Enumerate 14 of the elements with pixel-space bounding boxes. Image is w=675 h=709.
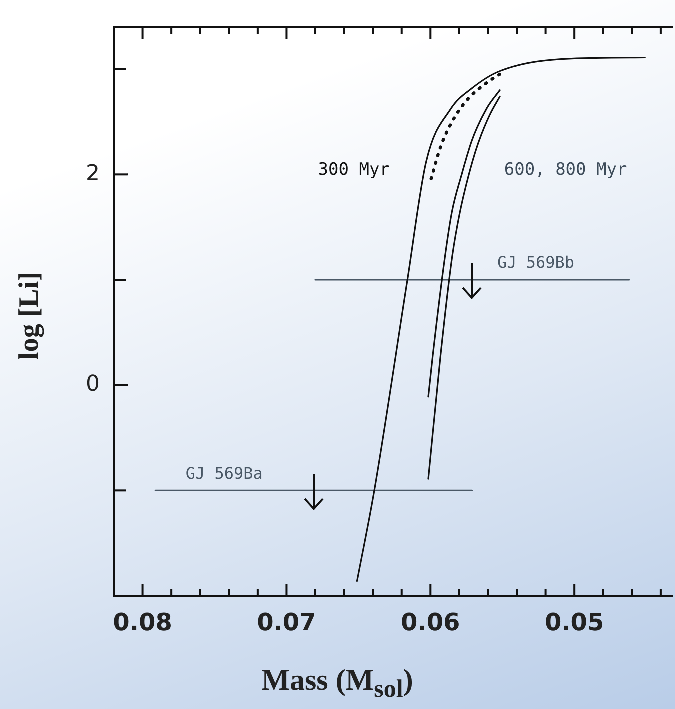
x-tick-label: 0.08 xyxy=(113,608,172,637)
y-tick-label: 0 xyxy=(86,372,100,398)
y-tick-label: 2 xyxy=(86,161,100,186)
line-series xyxy=(430,73,502,180)
x-tick-label: 0.05 xyxy=(544,608,604,637)
line-series xyxy=(356,56,646,582)
series-label: GJ 569Ba xyxy=(186,464,263,483)
x-axis-title: Mass (M$_{sol}$) xyxy=(260,664,414,704)
y-axis-title: log [Li] xyxy=(14,271,46,362)
annotation: 300 Myr xyxy=(318,160,390,180)
x-tick-label: 0.07 xyxy=(257,608,316,637)
annotation: 600, 800 Myr xyxy=(504,160,628,180)
x-tick-label: 0.06 xyxy=(401,608,460,637)
series-label: GJ 569Bb xyxy=(497,253,575,272)
